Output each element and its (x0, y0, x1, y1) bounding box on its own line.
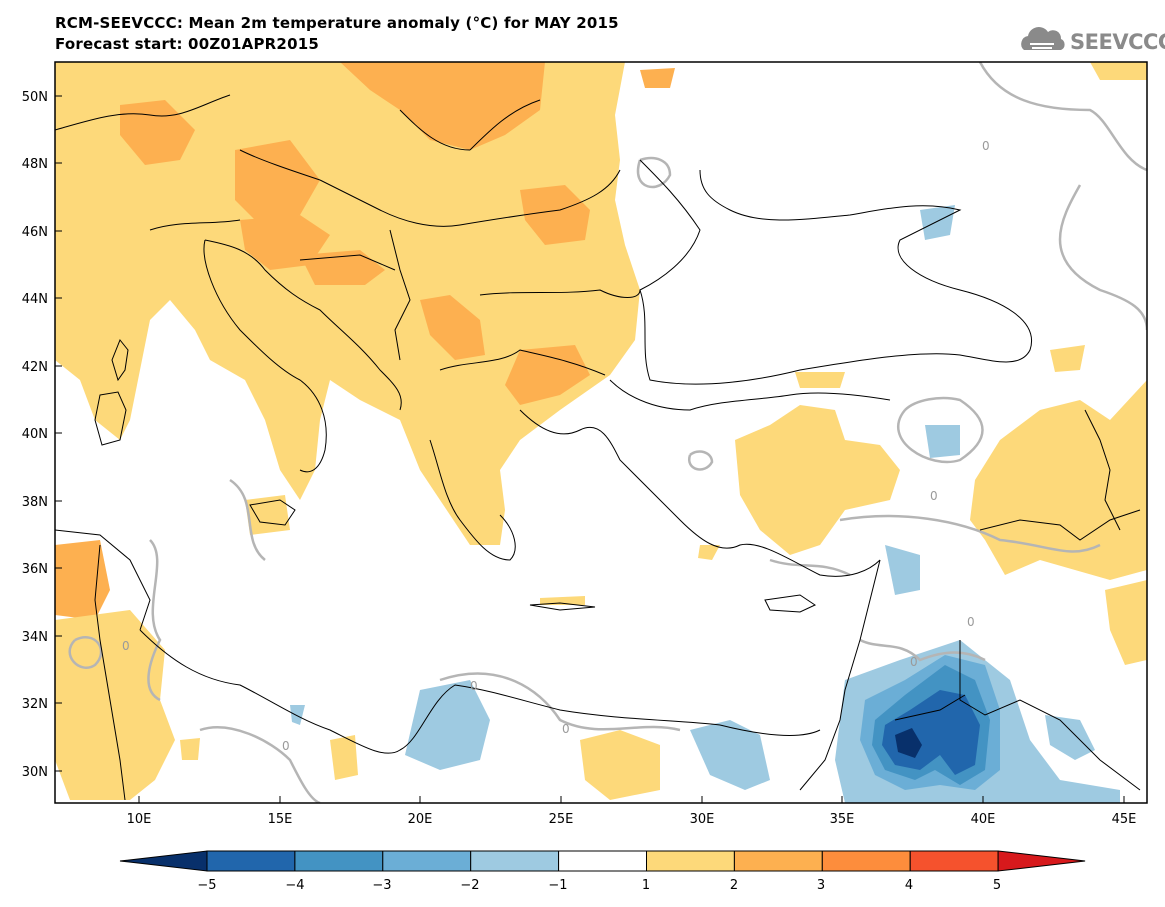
lon-label: 15E (268, 812, 293, 827)
legend-tick: 1 (642, 878, 650, 893)
legend-swatch (733, 850, 823, 872)
legend-extend-high (997, 850, 1086, 872)
legend-tick: −5 (197, 878, 216, 893)
legend-tick: 3 (817, 878, 825, 893)
lon-label: 20E (408, 812, 433, 827)
lat-label: 32N (22, 697, 48, 712)
lat-label: 46N (22, 225, 48, 240)
contour-label: 0 (910, 655, 918, 669)
contour-label: 0 (562, 722, 570, 736)
contour-labels: 0 0 0 0 0 0 0 0 (122, 139, 990, 753)
legend-tick: 2 (730, 878, 738, 893)
lat-label: 48N (22, 157, 48, 172)
forecast-start-subtitle: Forecast start: 00Z01APR2015 (55, 35, 319, 53)
contour-label: 0 (282, 739, 290, 753)
contour-label: 0 (470, 679, 478, 693)
cloud-icon (1021, 27, 1065, 50)
lat-label: 44N (22, 292, 48, 307)
legend-swatch (909, 850, 999, 872)
legend-swatch (294, 850, 384, 872)
legend-tick: −3 (372, 878, 391, 893)
lat-label: 34N (22, 630, 48, 645)
warm-anomaly-sicily (245, 495, 290, 535)
axis-ticks (55, 95, 1125, 803)
lon-label: 25E (549, 812, 574, 827)
anomaly-fields (55, 62, 1147, 803)
legend-tick: 4 (905, 878, 913, 893)
zero-contours (68, 62, 1147, 803)
lon-label: 45E (1112, 812, 1137, 827)
lat-label: 42N (22, 360, 48, 375)
lat-label: 30N (22, 765, 48, 780)
legend-swatch (558, 850, 647, 872)
longitude-labels: 10E 15E 20E 25E 30E 35E 40E 45E (127, 812, 1137, 827)
legend-swatch (646, 850, 735, 872)
lat-label: 50N (22, 90, 48, 105)
legend-tick: −4 (285, 878, 304, 893)
lon-label: 35E (830, 812, 855, 827)
coastlines-and-borders (55, 94, 1141, 801)
lat-label: 40N (22, 427, 48, 442)
legend-tick: 5 (993, 878, 1001, 893)
legend-tick: −1 (548, 878, 567, 893)
lon-label: 10E (127, 812, 152, 827)
legend-swatch (206, 850, 296, 872)
contour-label: 0 (930, 489, 938, 503)
legend-tick: −2 (460, 878, 479, 893)
latitude-labels: 50N 48N 46N 44N 42N 40N 38N 36N 34N 32N … (22, 90, 48, 780)
lon-label: 40E (971, 812, 996, 827)
warm-anomaly-europe (55, 62, 640, 545)
lon-label: 30E (690, 812, 715, 827)
legend-tick-labels: −5 −4 −3 −2 −1 1 2 3 4 5 (197, 878, 1001, 893)
legend-swatch (821, 850, 911, 872)
legend-extend-low (119, 850, 208, 872)
legend-swatch (470, 850, 560, 872)
contour-label: 0 (122, 639, 130, 653)
warm-anomaly-northeast (1090, 62, 1147, 80)
seevccc-logo: SEEVCCC (1070, 30, 1165, 54)
legend-swatch (382, 850, 472, 872)
color-legend (119, 850, 1086, 872)
contour-label: 0 (967, 615, 975, 629)
extreme-cool-core (895, 728, 922, 758)
warm-anomaly-anatolia (55, 345, 1147, 800)
lat-label: 38N (22, 495, 48, 510)
map-title: RCM-SEEVCCC: Mean 2m temperature anomaly… (55, 14, 619, 32)
contour-label: 0 (982, 139, 990, 153)
lat-label: 36N (22, 562, 48, 577)
